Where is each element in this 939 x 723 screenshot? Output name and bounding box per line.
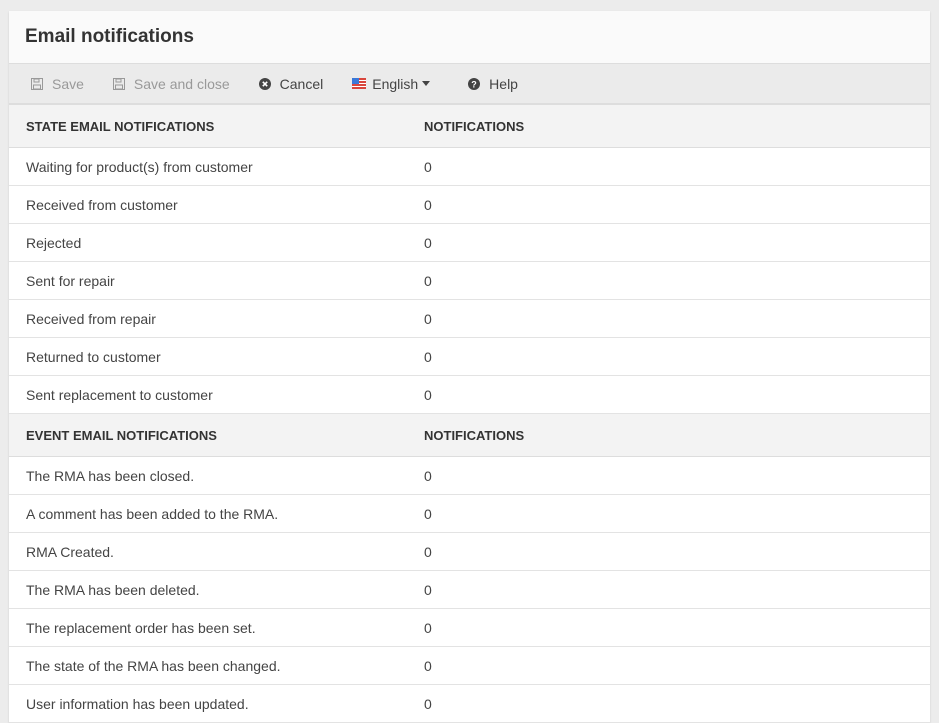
close-circle-icon — [258, 77, 271, 90]
table-row[interactable]: The state of the RMA has been changed. 0 — [9, 646, 930, 685]
language-dropdown[interactable]: English — [352, 75, 431, 92]
notifications-table: STATE EMAIL NOTIFICATIONS NOTIFICATIONS Wa… — [9, 104, 930, 723]
table-row[interactable]: User information has been updated. 0 — [9, 684, 930, 723]
notification-name: The RMA has been deleted. — [9, 570, 423, 609]
notification-name: Rejected — [9, 223, 423, 262]
cancel-label: Cancel — [279, 75, 324, 92]
notification-count: 0 — [423, 185, 930, 224]
help-button[interactable]: ? Help — [468, 76, 518, 92]
table-row[interactable]: The RMA has been closed. 0 — [9, 456, 930, 495]
notification-count: 0 — [423, 456, 930, 495]
notification-count: 0 — [423, 261, 930, 300]
save-label: Save — [52, 75, 84, 92]
notification-name: RMA Created. — [9, 532, 423, 571]
notification-count: 0 — [423, 532, 930, 571]
notification-name: A comment has been added to the RMA. — [9, 494, 423, 533]
notification-count: 0 — [423, 494, 930, 533]
email-notifications-panel: Email notifications Save Save and close … — [9, 11, 930, 723]
table-row[interactable]: Sent replacement to customer 0 — [9, 375, 930, 414]
table-row[interactable]: Returned to customer 0 — [9, 337, 930, 376]
state-section-header: STATE EMAIL NOTIFICATIONS NOTIFICATIONS — [9, 104, 930, 148]
table-row[interactable]: Received from customer 0 — [9, 185, 930, 224]
column-header-notifications: NOTIFICATIONS — [423, 104, 930, 148]
language-label: English — [372, 75, 419, 92]
notification-name: Waiting for product(s) from customer — [9, 147, 423, 186]
notification-count: 0 — [423, 684, 930, 723]
notification-name: Sent for repair — [9, 261, 423, 300]
column-header-name: EVENT EMAIL NOTIFICATIONS — [9, 413, 423, 457]
notification-count: 0 — [423, 337, 930, 376]
notification-name: The RMA has been closed. — [9, 456, 423, 495]
notification-count: 0 — [423, 608, 930, 647]
notification-name: Returned to customer — [9, 337, 423, 376]
save-and-close-label: Save and close — [133, 75, 230, 92]
table-row[interactable]: Rejected 0 — [9, 223, 930, 262]
question-circle-icon: ? — [468, 77, 481, 90]
table-row[interactable]: The replacement order has been set. 0 — [9, 608, 930, 647]
toolbar: Save Save and close Cancel English ? Hel… — [9, 64, 930, 104]
cancel-button[interactable]: Cancel — [258, 75, 324, 92]
table-row[interactable]: The RMA has been deleted. 0 — [9, 570, 930, 609]
notification-name: Sent replacement to customer — [9, 375, 423, 414]
notification-count: 0 — [423, 570, 930, 609]
table-row[interactable]: Waiting for product(s) from customer 0 — [9, 147, 930, 186]
notification-name: The replacement order has been set. — [9, 608, 423, 647]
notification-name: Received from repair — [9, 299, 423, 338]
table-row[interactable]: Sent for repair 0 — [9, 261, 930, 300]
floppy-disk-icon — [112, 77, 125, 90]
table-row[interactable]: Received from repair 0 — [9, 299, 930, 338]
event-section-header: EVENT EMAIL NOTIFICATIONS NOTIFICATIONS — [9, 413, 930, 457]
save-and-close-button[interactable]: Save and close — [112, 75, 230, 92]
us-flag-icon — [352, 78, 367, 89]
notification-count: 0 — [423, 299, 930, 338]
notification-count: 0 — [423, 646, 930, 685]
save-button[interactable]: Save — [31, 76, 84, 92]
column-header-notifications: NOTIFICATIONS — [423, 413, 930, 457]
help-label: Help — [489, 75, 518, 92]
notification-count: 0 — [423, 147, 930, 186]
notification-name: The state of the RMA has been changed. — [9, 646, 423, 685]
notification-count: 0 — [423, 375, 930, 414]
notification-count: 0 — [423, 223, 930, 262]
panel-header: Email notifications — [9, 11, 930, 64]
svg-text:?: ? — [471, 79, 477, 89]
column-header-name: STATE EMAIL NOTIFICATIONS — [9, 104, 423, 148]
caret-down-icon — [422, 81, 431, 86]
table-row[interactable]: A comment has been added to the RMA. 0 — [9, 494, 930, 533]
table-row[interactable]: RMA Created. 0 — [9, 532, 930, 571]
notification-name: Received from customer — [9, 185, 423, 224]
notification-name: User information has been updated. — [9, 684, 423, 723]
page-title: Email notifications — [25, 26, 194, 47]
floppy-disk-icon — [31, 77, 43, 90]
